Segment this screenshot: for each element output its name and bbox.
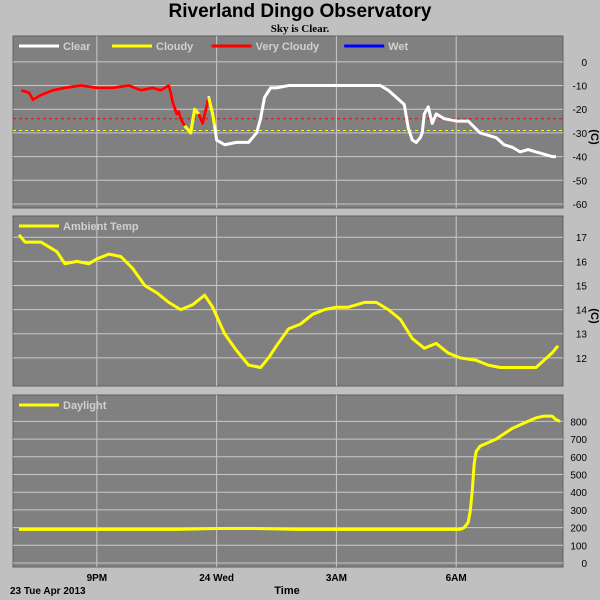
y-tick-label: 200 bbox=[570, 524, 587, 535]
panel-temp: 12 13 14 15 16 17 (C) Ambient Temp bbox=[12, 215, 600, 387]
y-tick-label: 17 bbox=[576, 233, 588, 244]
legend-label: Ambient Temp bbox=[63, 221, 139, 233]
y-tick-label: 800 bbox=[570, 417, 587, 428]
y-tick-label: -60 bbox=[573, 200, 588, 211]
panel-sky: 0 -10 -20 -30 -40 -50 -60 (C) Clear Cloudy Very Cl… bbox=[12, 35, 600, 211]
y-axis-label: (C) bbox=[588, 308, 600, 324]
y-tick-label: 0 bbox=[581, 58, 587, 69]
y-tick-label: 15 bbox=[576, 281, 588, 292]
plot-area-sky bbox=[12, 35, 564, 209]
plot-area-daylight bbox=[12, 394, 564, 568]
legend-label: Daylight bbox=[63, 400, 107, 412]
legend-label: Very Cloudy bbox=[256, 41, 320, 53]
y-tick-label: 13 bbox=[576, 330, 588, 341]
series-line bbox=[197, 97, 211, 125]
y-tick-label: -10 bbox=[573, 82, 588, 93]
y-tick-label: 14 bbox=[576, 306, 588, 317]
y-tick-label: -20 bbox=[573, 105, 588, 116]
series-line bbox=[17, 233, 560, 370]
x-tick-label: 24 Wed bbox=[199, 573, 234, 584]
series-line bbox=[18, 414, 561, 531]
y-tick-label: -30 bbox=[573, 129, 588, 140]
time-axis-label: Time bbox=[274, 585, 299, 597]
page-title: Riverland Dingo Observatory bbox=[168, 1, 432, 22]
y-tick-label: 500 bbox=[570, 470, 587, 481]
y-tick-label: 700 bbox=[570, 435, 587, 446]
series-line bbox=[183, 107, 200, 135]
x-tick-label: 6AM bbox=[446, 573, 467, 584]
x-tick-label: 3AM bbox=[326, 573, 347, 584]
y-tick-label: 12 bbox=[576, 354, 588, 365]
series-line bbox=[20, 84, 186, 127]
x-tick-label: 9PM bbox=[87, 573, 108, 584]
legend-label: Clear bbox=[63, 41, 91, 53]
y-tick-label: -40 bbox=[573, 153, 588, 164]
y-tick-label: 300 bbox=[570, 506, 587, 517]
y-axis-label: (C) bbox=[588, 129, 600, 145]
y-tick-label: 100 bbox=[570, 541, 587, 552]
y-tick-label: 400 bbox=[570, 488, 587, 499]
y-tick-label: 600 bbox=[570, 453, 587, 464]
page-subtitle: Sky is Clear. bbox=[270, 23, 330, 35]
y-tick-label: -50 bbox=[573, 176, 588, 187]
series-line bbox=[207, 97, 217, 127]
y-tick-label: 0 bbox=[581, 559, 587, 570]
panel-daylight: 0 100 200 300 400 500 600 700 800 Daylight bbox=[12, 394, 587, 570]
y-tick-label: 16 bbox=[576, 257, 588, 268]
legend-label: Wet bbox=[388, 41, 408, 53]
legend-label: Cloudy bbox=[156, 41, 194, 53]
date-label: 23 Tue Apr 2013 bbox=[10, 586, 86, 597]
